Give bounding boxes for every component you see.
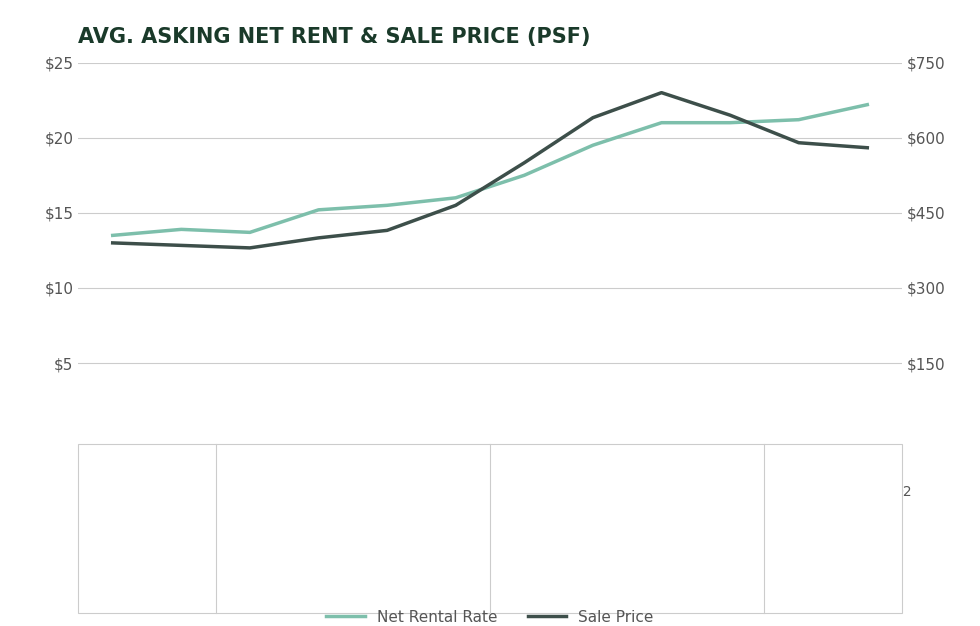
Legend: Net Rental Rate, Sale Price: Net Rental Rate, Sale Price: [320, 603, 660, 626]
Text: Q4: Q4: [206, 485, 225, 499]
Net Rental Rate: [450, 194, 462, 202]
Sale Price: [587, 114, 599, 121]
Net Rental Rate: [656, 119, 667, 126]
Text: Q2: Q2: [892, 485, 911, 499]
Text: 2020: 2020: [127, 564, 167, 578]
Net Rental Rate: [861, 101, 873, 108]
Text: Q3: Q3: [686, 485, 706, 499]
Text: Q3: Q3: [137, 485, 157, 499]
Sale Price: [107, 239, 119, 247]
Text: 2023: 2023: [813, 564, 853, 578]
Text: Q1: Q1: [823, 485, 843, 499]
Sale Price: [450, 202, 462, 209]
Text: Q4: Q4: [755, 485, 774, 499]
Net Rental Rate: [381, 202, 393, 209]
Net Rental Rate: [724, 119, 736, 126]
Text: Q2: Q2: [343, 485, 363, 499]
Text: Q1: Q1: [549, 485, 568, 499]
Net Rental Rate: [793, 116, 805, 123]
Text: 2022: 2022: [608, 564, 647, 578]
Sale Price: [724, 111, 736, 119]
Text: Q4: Q4: [480, 485, 500, 499]
Net Rental Rate: [313, 206, 324, 213]
Sale Price: [793, 139, 805, 146]
Text: Q2: Q2: [617, 485, 637, 499]
Text: Q3: Q3: [412, 485, 431, 499]
Text: 2021: 2021: [333, 564, 372, 578]
Text: Q1: Q1: [274, 485, 294, 499]
Sale Price: [381, 227, 393, 234]
Sale Price: [656, 89, 667, 96]
Net Rental Rate: [518, 172, 530, 179]
Line: Net Rental Rate: Net Rental Rate: [113, 105, 867, 235]
Sale Price: [175, 242, 187, 249]
Sale Price: [244, 244, 256, 252]
Sale Price: [861, 144, 873, 151]
Net Rental Rate: [175, 225, 187, 233]
Net Rental Rate: [587, 141, 599, 149]
Sale Price: [313, 234, 324, 242]
Sale Price: [518, 159, 530, 167]
Net Rental Rate: [244, 228, 256, 236]
Text: AVG. ASKING NET RENT & SALE PRICE (PSF): AVG. ASKING NET RENT & SALE PRICE (PSF): [78, 27, 591, 47]
Net Rental Rate: [107, 232, 119, 239]
Line: Sale Price: Sale Price: [113, 93, 867, 248]
